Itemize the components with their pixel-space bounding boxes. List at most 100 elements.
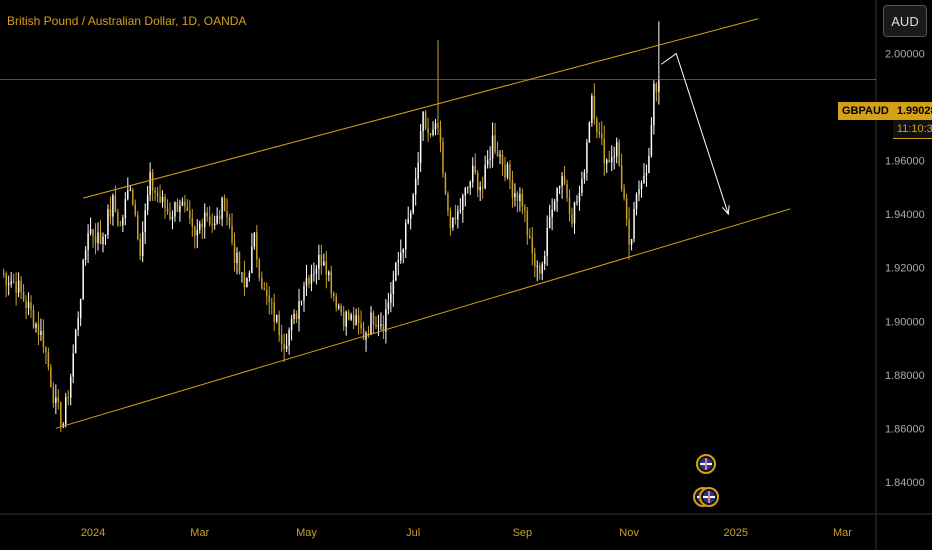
candle bbox=[318, 244, 320, 280]
candle-body bbox=[404, 223, 407, 250]
candle bbox=[333, 291, 335, 302]
candle bbox=[342, 305, 345, 331]
candle bbox=[608, 150, 610, 163]
candle-body bbox=[171, 216, 174, 220]
candle bbox=[566, 179, 568, 202]
candle-body bbox=[593, 96, 596, 119]
candle bbox=[424, 110, 427, 131]
candle-body bbox=[556, 187, 558, 202]
candle bbox=[543, 250, 546, 271]
candle bbox=[499, 150, 501, 165]
time-tick-label: 2024 bbox=[81, 527, 105, 539]
candle-body bbox=[432, 129, 434, 135]
candle bbox=[62, 422, 65, 429]
candle-body bbox=[377, 325, 380, 327]
candle bbox=[511, 170, 514, 208]
candle bbox=[581, 171, 583, 197]
candle-body bbox=[337, 305, 340, 309]
candle bbox=[164, 193, 166, 219]
candle-body bbox=[114, 195, 117, 213]
candle bbox=[459, 198, 462, 214]
candle bbox=[112, 193, 114, 226]
candle bbox=[362, 321, 365, 340]
candle bbox=[144, 203, 146, 245]
currency-button[interactable]: AUD bbox=[883, 5, 927, 37]
candle bbox=[228, 213, 231, 229]
candle bbox=[501, 150, 504, 177]
candle bbox=[30, 295, 32, 319]
candle-body bbox=[424, 112, 427, 129]
candle-body bbox=[104, 234, 107, 237]
candle bbox=[69, 373, 72, 406]
candle bbox=[12, 273, 15, 284]
candle-body bbox=[367, 332, 370, 335]
candle bbox=[551, 198, 553, 231]
candle-body bbox=[501, 154, 504, 165]
candle bbox=[57, 389, 60, 410]
candle bbox=[598, 122, 601, 138]
candle-body bbox=[422, 112, 424, 132]
candle-body bbox=[620, 165, 623, 189]
bar-countdown: 11:10:33 bbox=[892, 120, 932, 138]
candle-body bbox=[474, 165, 476, 173]
candle bbox=[355, 308, 357, 326]
candle bbox=[285, 333, 288, 353]
candle-body bbox=[608, 159, 610, 163]
candle-body bbox=[333, 293, 335, 297]
candle bbox=[360, 310, 362, 334]
candle bbox=[266, 282, 268, 306]
candle-body bbox=[221, 197, 223, 220]
candle-body bbox=[658, 80, 660, 92]
candle bbox=[561, 172, 563, 199]
candle bbox=[400, 239, 402, 264]
candle bbox=[442, 137, 444, 178]
candle bbox=[136, 210, 139, 241]
time-axis: 2024 Mar May Jul Sep Nov 2025 Mar bbox=[81, 527, 852, 539]
candle bbox=[449, 207, 452, 236]
candle bbox=[613, 146, 615, 170]
candle bbox=[539, 262, 541, 280]
candle-body bbox=[318, 254, 320, 269]
candle-body bbox=[166, 208, 169, 213]
candle bbox=[563, 165, 566, 186]
candle-body bbox=[92, 229, 94, 237]
candle-body bbox=[643, 175, 645, 183]
candle bbox=[529, 228, 531, 239]
time-tick-label: May bbox=[296, 527, 317, 539]
candle bbox=[313, 262, 315, 282]
candle bbox=[84, 246, 87, 266]
candle-body bbox=[345, 311, 347, 327]
candle bbox=[141, 221, 144, 263]
candle-body bbox=[375, 324, 377, 327]
candle bbox=[474, 153, 476, 175]
candle-body bbox=[154, 190, 156, 193]
last-price-value: 1.99028 bbox=[896, 105, 932, 117]
candle-body bbox=[74, 330, 77, 354]
candle-body bbox=[69, 376, 72, 398]
candle-body bbox=[467, 187, 469, 189]
candle-body bbox=[226, 211, 228, 218]
candle-body bbox=[293, 313, 295, 319]
candle-body bbox=[402, 249, 405, 253]
projection-arrow bbox=[661, 52, 729, 215]
candle bbox=[390, 282, 392, 313]
candle-body bbox=[385, 309, 387, 332]
candle bbox=[625, 193, 628, 227]
candle bbox=[571, 207, 573, 228]
candle-body bbox=[390, 293, 392, 303]
candle-body bbox=[186, 206, 189, 211]
candle bbox=[127, 177, 129, 201]
candle bbox=[184, 195, 186, 213]
candle-body bbox=[45, 347, 47, 353]
candle bbox=[189, 200, 191, 225]
candle bbox=[166, 199, 169, 215]
candle-body bbox=[65, 397, 67, 425]
candle bbox=[586, 139, 588, 181]
candle bbox=[233, 232, 236, 272]
candle bbox=[454, 204, 457, 225]
candle-body bbox=[625, 198, 628, 220]
candle-body bbox=[124, 199, 127, 219]
candle-body bbox=[489, 158, 491, 160]
